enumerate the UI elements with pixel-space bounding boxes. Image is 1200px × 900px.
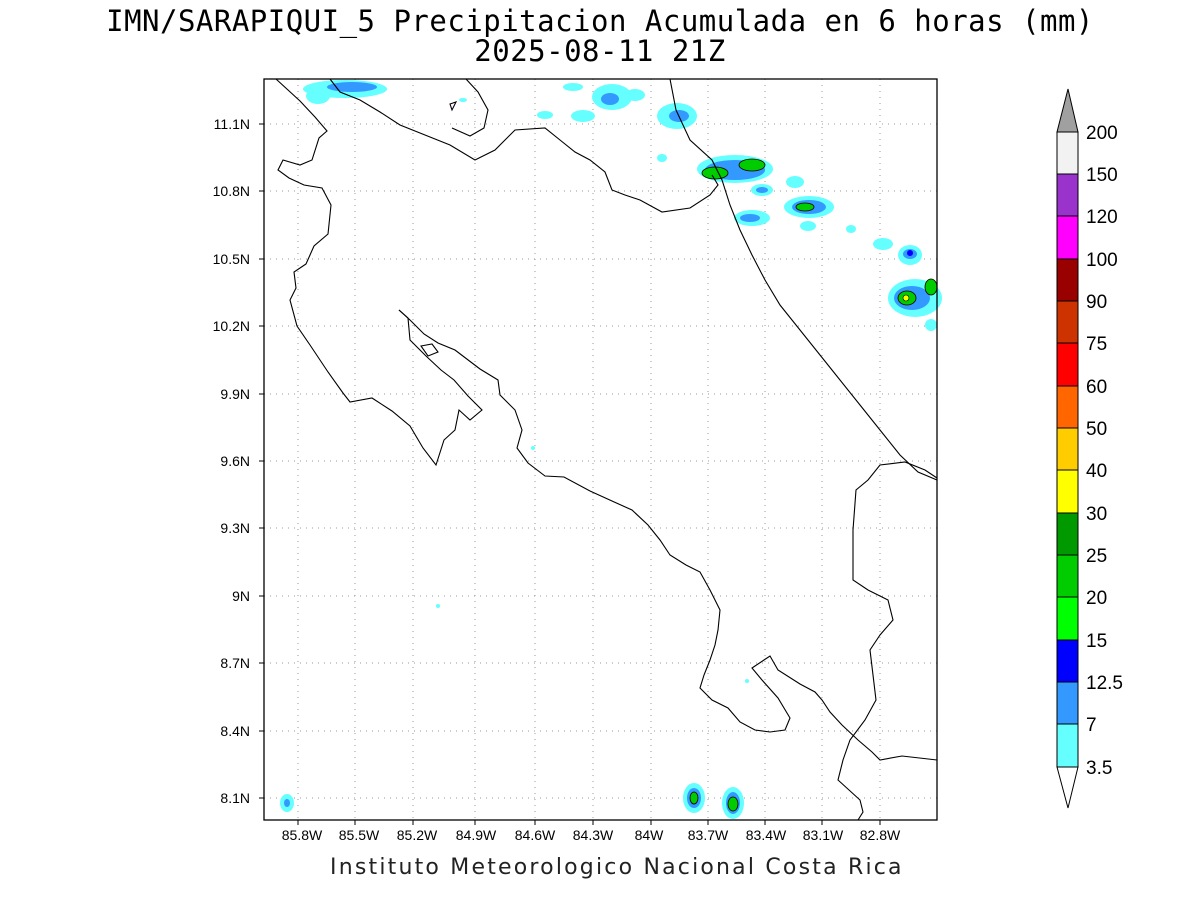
colorbar-label: 90 xyxy=(1086,292,1107,313)
colorbar-label: 60 xyxy=(1086,377,1107,398)
colorbar: 3.5 7 12.5 15 20 25 30 40 50 60 75 90 10… xyxy=(1056,88,1123,809)
lat-tick-labels: 11.1N 10.8N 10.5N 10.2N 9.9N 9.6N 9.3N 9… xyxy=(213,116,250,806)
footer-credit: Instituto Meteorologico Nacional Costa R… xyxy=(330,855,904,880)
coastlines xyxy=(275,78,938,821)
colorbar-swatch xyxy=(1057,724,1078,767)
colorbar-label: 150 xyxy=(1086,165,1118,186)
lon-tick-label: 84.3W xyxy=(573,827,614,843)
colorbar-label: 12.5 xyxy=(1086,673,1123,694)
lon-tick-label: 83.4W xyxy=(746,827,787,843)
colorbar-swatch xyxy=(1057,640,1078,682)
colorbar-label: 25 xyxy=(1086,546,1107,567)
lat-tick-label: 9N xyxy=(232,588,250,604)
colorbar-label: 100 xyxy=(1086,250,1118,271)
lon-tick-label: 84W xyxy=(635,827,665,843)
colorbar-swatch xyxy=(1057,682,1078,724)
lon-tick-label: 85.5W xyxy=(339,827,380,843)
map-grid xyxy=(264,79,937,820)
lon-tick-label: 83.7W xyxy=(688,827,729,843)
colorbar-label: 15 xyxy=(1086,631,1107,652)
colorbar-label: 120 xyxy=(1086,207,1118,228)
lat-tick-label: 10.8N xyxy=(213,183,250,199)
lon-tick-label: 85.2W xyxy=(397,827,438,843)
lat-tick-label: 9.9N xyxy=(220,386,250,402)
map-subtitle: 2025-08-11 21Z xyxy=(474,34,726,68)
lon-tick-label: 84.6W xyxy=(515,827,556,843)
lat-tick-label: 9.6N xyxy=(220,453,250,469)
colorbar-label: 3.5 xyxy=(1086,758,1112,779)
lat-tick-label: 10.5N xyxy=(213,251,250,267)
colorbar-label: 75 xyxy=(1086,334,1107,355)
lon-tick-label: 83.1W xyxy=(803,827,844,843)
lon-tick-labels: 85.8W 85.5W 85.2W 84.9W 84.6W 84.3W 84W … xyxy=(282,827,901,843)
colorbar-upper-triangle xyxy=(1056,88,1079,133)
lat-tick-label: 9.3N xyxy=(220,520,250,536)
lat-tick-label: 11.1N xyxy=(214,116,250,132)
colorbar-swatch xyxy=(1057,216,1078,259)
lat-tick-label: 8.7N xyxy=(220,655,250,671)
colorbar-lower-triangle xyxy=(1056,766,1079,809)
colorbar-swatch xyxy=(1057,428,1078,470)
colorbar-swatch xyxy=(1057,555,1078,597)
colorbar-swatch xyxy=(1057,132,1078,174)
colorbar-label: 50 xyxy=(1086,419,1107,440)
lon-tick-label: 82.8W xyxy=(860,827,901,843)
lon-tick-label: 84.9W xyxy=(456,827,497,843)
colorbar-label: 7 xyxy=(1086,715,1097,736)
colorbar-swatch xyxy=(1057,259,1078,301)
precipitation-fields xyxy=(280,80,942,819)
colorbar-label: 40 xyxy=(1086,461,1107,482)
colorbar-swatch xyxy=(1057,386,1078,428)
map-frame xyxy=(263,78,938,821)
colorbar-swatch xyxy=(1057,597,1078,640)
lon-tick-label: 85.8W xyxy=(282,827,323,843)
lat-tick-label: 8.4N xyxy=(220,723,250,739)
colorbar-swatch xyxy=(1057,301,1078,343)
colorbar-swatch xyxy=(1057,174,1078,216)
map-title: IMN/SARAPIQUI_5 Precipitacion Acumulada … xyxy=(106,4,1094,38)
colorbar-label: 200 xyxy=(1086,123,1118,144)
lat-tick-label: 8.1N xyxy=(220,790,250,806)
colorbar-swatch xyxy=(1057,470,1078,513)
colorbar-swatch xyxy=(1057,513,1078,555)
lat-tick-label: 10.2N xyxy=(213,318,250,334)
colorbar-label: 20 xyxy=(1086,588,1107,609)
colorbar-label: 30 xyxy=(1086,504,1107,525)
colorbar-swatch xyxy=(1057,343,1078,386)
